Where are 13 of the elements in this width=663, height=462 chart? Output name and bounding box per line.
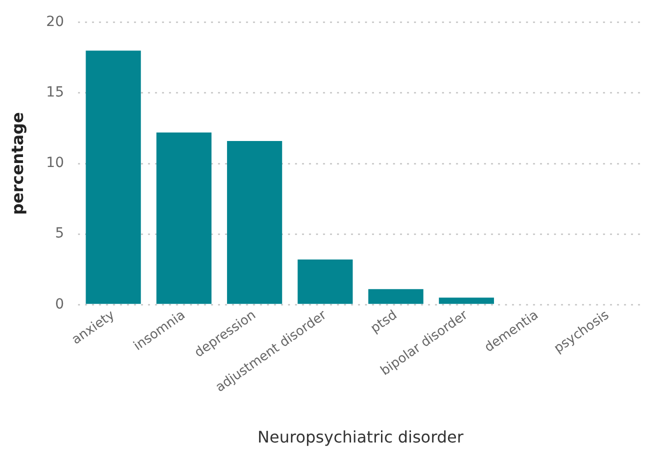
bar xyxy=(156,132,212,304)
bar xyxy=(438,298,494,304)
bar xyxy=(227,140,282,304)
x-axis-title: Neuropsychiatric disorder xyxy=(258,428,464,447)
y-tick-label: 20 xyxy=(46,14,64,30)
bar xyxy=(86,50,141,304)
y-tick-label: 0 xyxy=(55,296,64,312)
y-tick-label: 15 xyxy=(46,84,64,101)
bar xyxy=(368,289,424,304)
y-tick-label: 10 xyxy=(46,155,64,172)
y-tick-label: 5 xyxy=(55,226,64,242)
y-axis-title: percentage xyxy=(8,112,27,215)
bar xyxy=(298,260,353,304)
